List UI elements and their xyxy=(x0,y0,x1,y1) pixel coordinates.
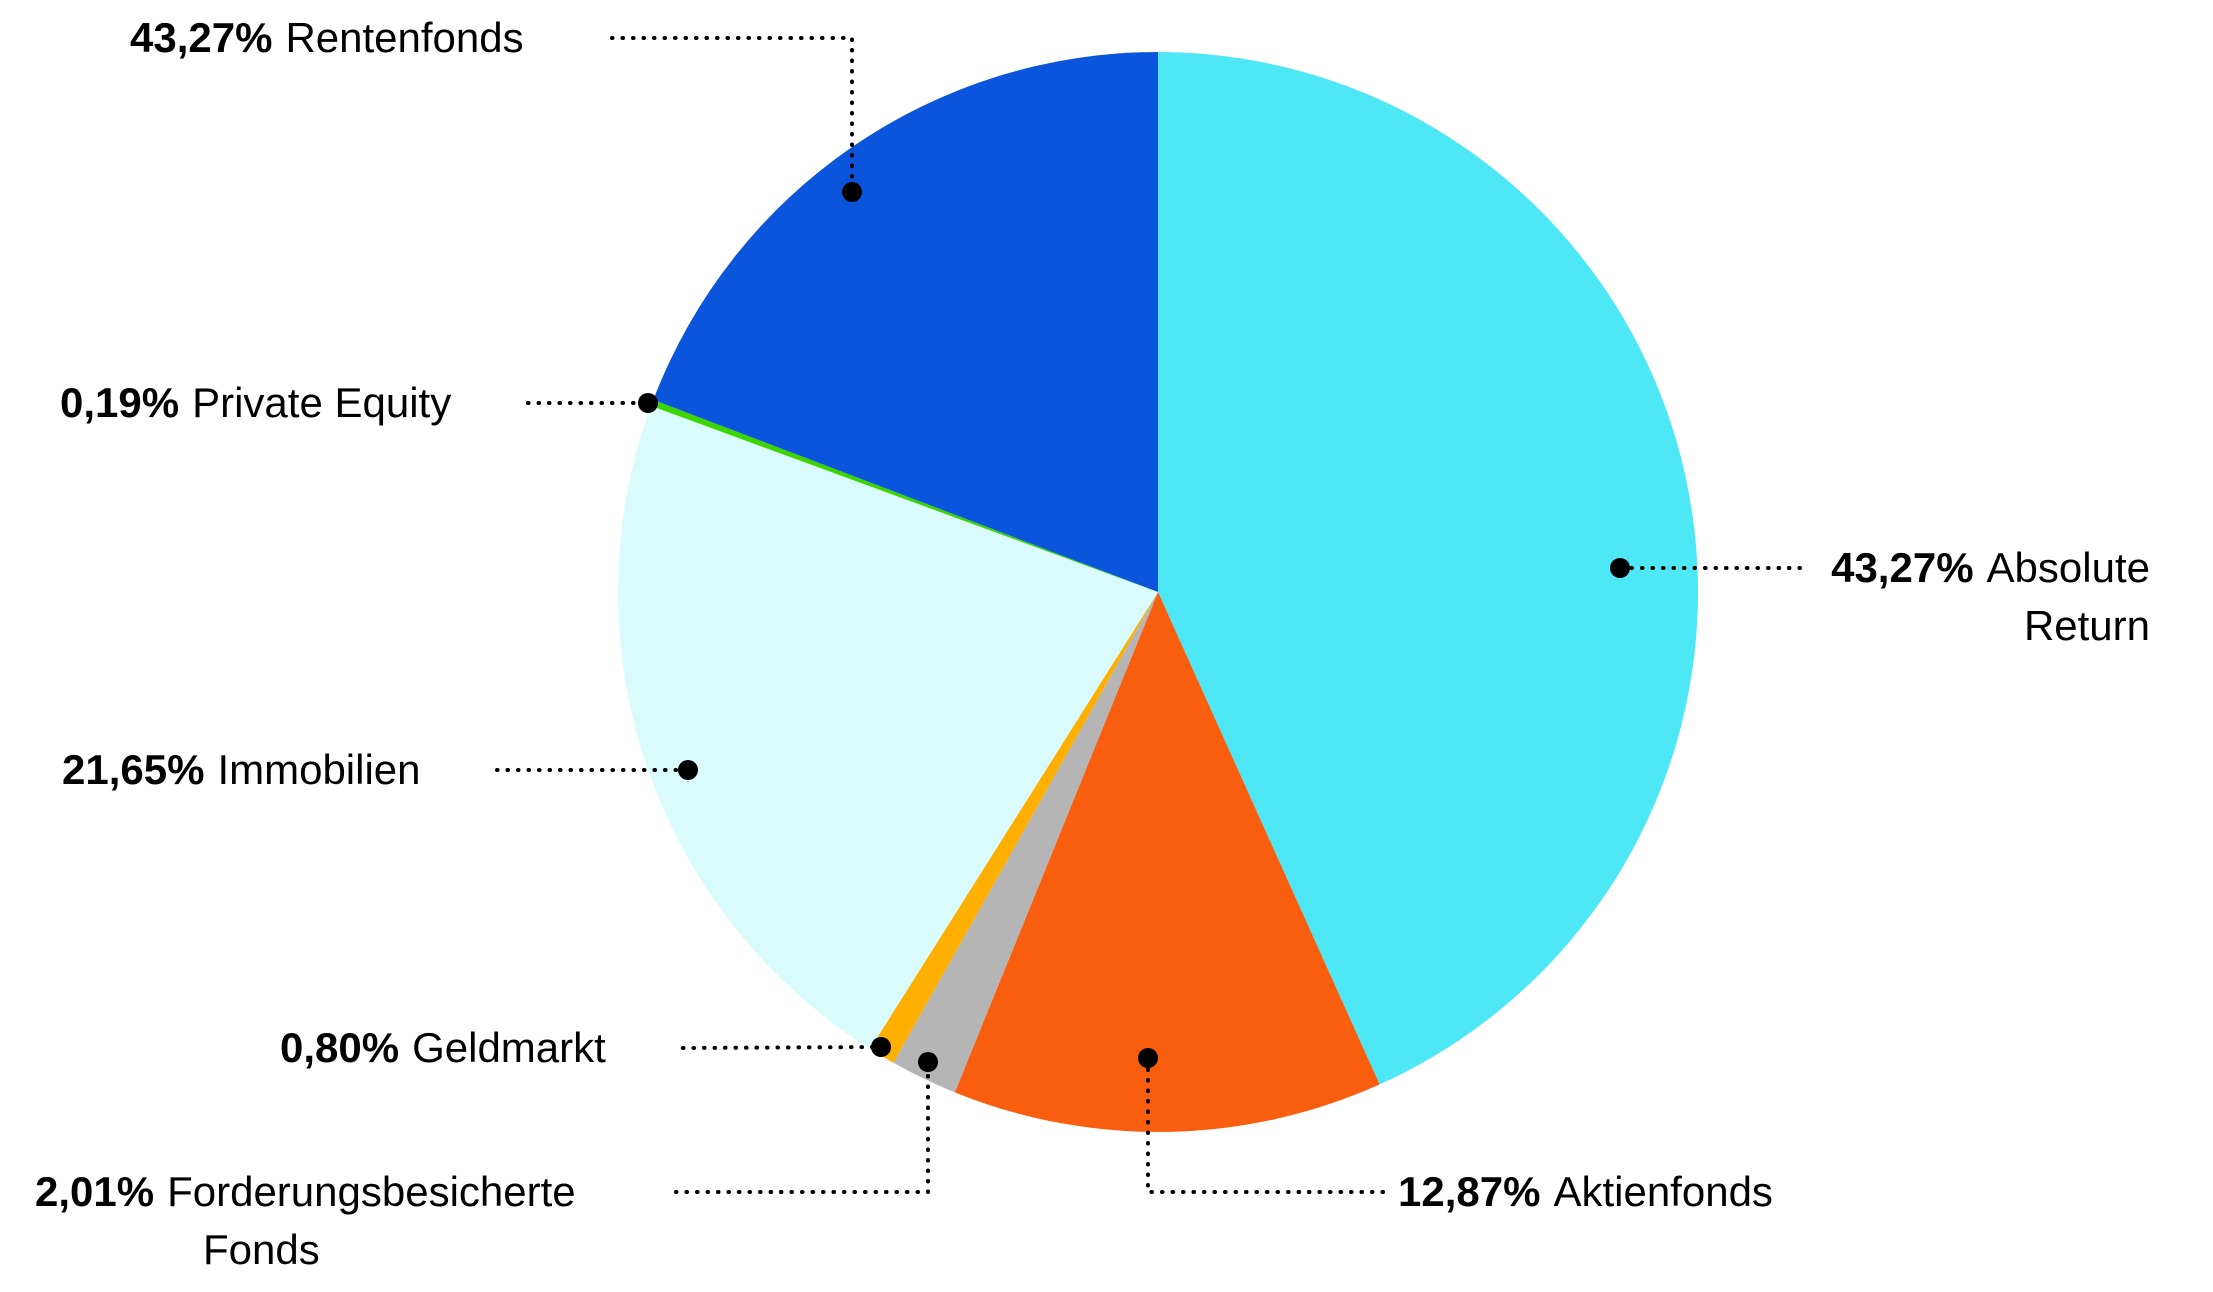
callout-private-equity-name: Private Equity xyxy=(192,379,452,426)
callout-aktienfonds-pct: 12,87% xyxy=(1398,1168,1541,1215)
pie-slice-aktienfonds xyxy=(954,592,1380,1133)
callout-forderung-name: Forderungsbesicherte xyxy=(167,1168,576,1215)
callout-rentenfonds: 43,27% Rentenfonds xyxy=(130,9,524,67)
callout-aktienfonds: 12,87% Aktienfonds xyxy=(1398,1163,1773,1221)
pie-slice-rentenfonds xyxy=(653,52,1158,592)
callout-absolute-return: 43,27% Absolute Return xyxy=(1790,539,2150,655)
callout-immobilien-pct: 21,65% xyxy=(62,746,205,793)
callout-aktienfonds-name: Aktienfonds xyxy=(1553,1168,1773,1215)
callout-absolute-return-pct: 43,27% xyxy=(1831,544,1974,591)
callout-geldmarkt-name: Geldmarkt xyxy=(412,1024,606,1071)
callout-rentenfonds-name: Rentenfonds xyxy=(285,14,524,61)
callout-private-equity-pct: 0,19% xyxy=(60,379,180,426)
pie-slice-forderungsbesicherte-fonds xyxy=(893,592,1158,1093)
leader-dot-geldmarkt xyxy=(871,1037,891,1057)
leader-dot-rentenfonds xyxy=(842,182,862,202)
leader-dot-forderung xyxy=(918,1052,938,1072)
callout-absolute-return-name: Absolute xyxy=(1986,544,2150,591)
leader-line-forderung xyxy=(674,1060,930,1194)
leader-dot-private-equity xyxy=(638,393,658,413)
leader-line-rentenfonds xyxy=(610,36,854,194)
pie-slice-geldmarkt xyxy=(870,592,1158,1063)
pie-slice-private-equity xyxy=(651,399,1158,592)
pie-slice-absolute-return xyxy=(1158,52,1699,1085)
callout-forderung-name-line2: Fonds xyxy=(203,1226,320,1273)
callout-absolute-return-name-line2: Return xyxy=(2023,602,2150,649)
leader-dot-immobilien xyxy=(678,760,698,780)
callout-rentenfonds-pct: 43,27% xyxy=(130,14,273,61)
callout-forderung-pct: 2,01% xyxy=(35,1168,155,1215)
callout-geldmarkt: 0,80% Geldmarkt xyxy=(280,1019,606,1077)
leader-dot-absolute-return xyxy=(1610,558,1630,578)
pie-slice-immobilien xyxy=(617,405,1158,1049)
callout-private-equity: 0,19% Private Equity xyxy=(60,374,451,432)
leader-line-aktienfonds xyxy=(1146,1056,1385,1194)
leader-lines xyxy=(495,36,1802,1194)
callout-geldmarkt-pct: 0,80% xyxy=(280,1024,400,1071)
leader-dot-aktienfonds xyxy=(1138,1048,1158,1068)
callout-immobilien-name: Immobilien xyxy=(217,746,421,793)
pie xyxy=(617,52,1699,1133)
callout-immobilien: 21,65% Immobilien xyxy=(62,741,421,799)
callout-forderung: 2,01% Forderungsbesicherte Fonds xyxy=(35,1163,576,1279)
leader-line-geldmarkt xyxy=(681,1045,883,1050)
